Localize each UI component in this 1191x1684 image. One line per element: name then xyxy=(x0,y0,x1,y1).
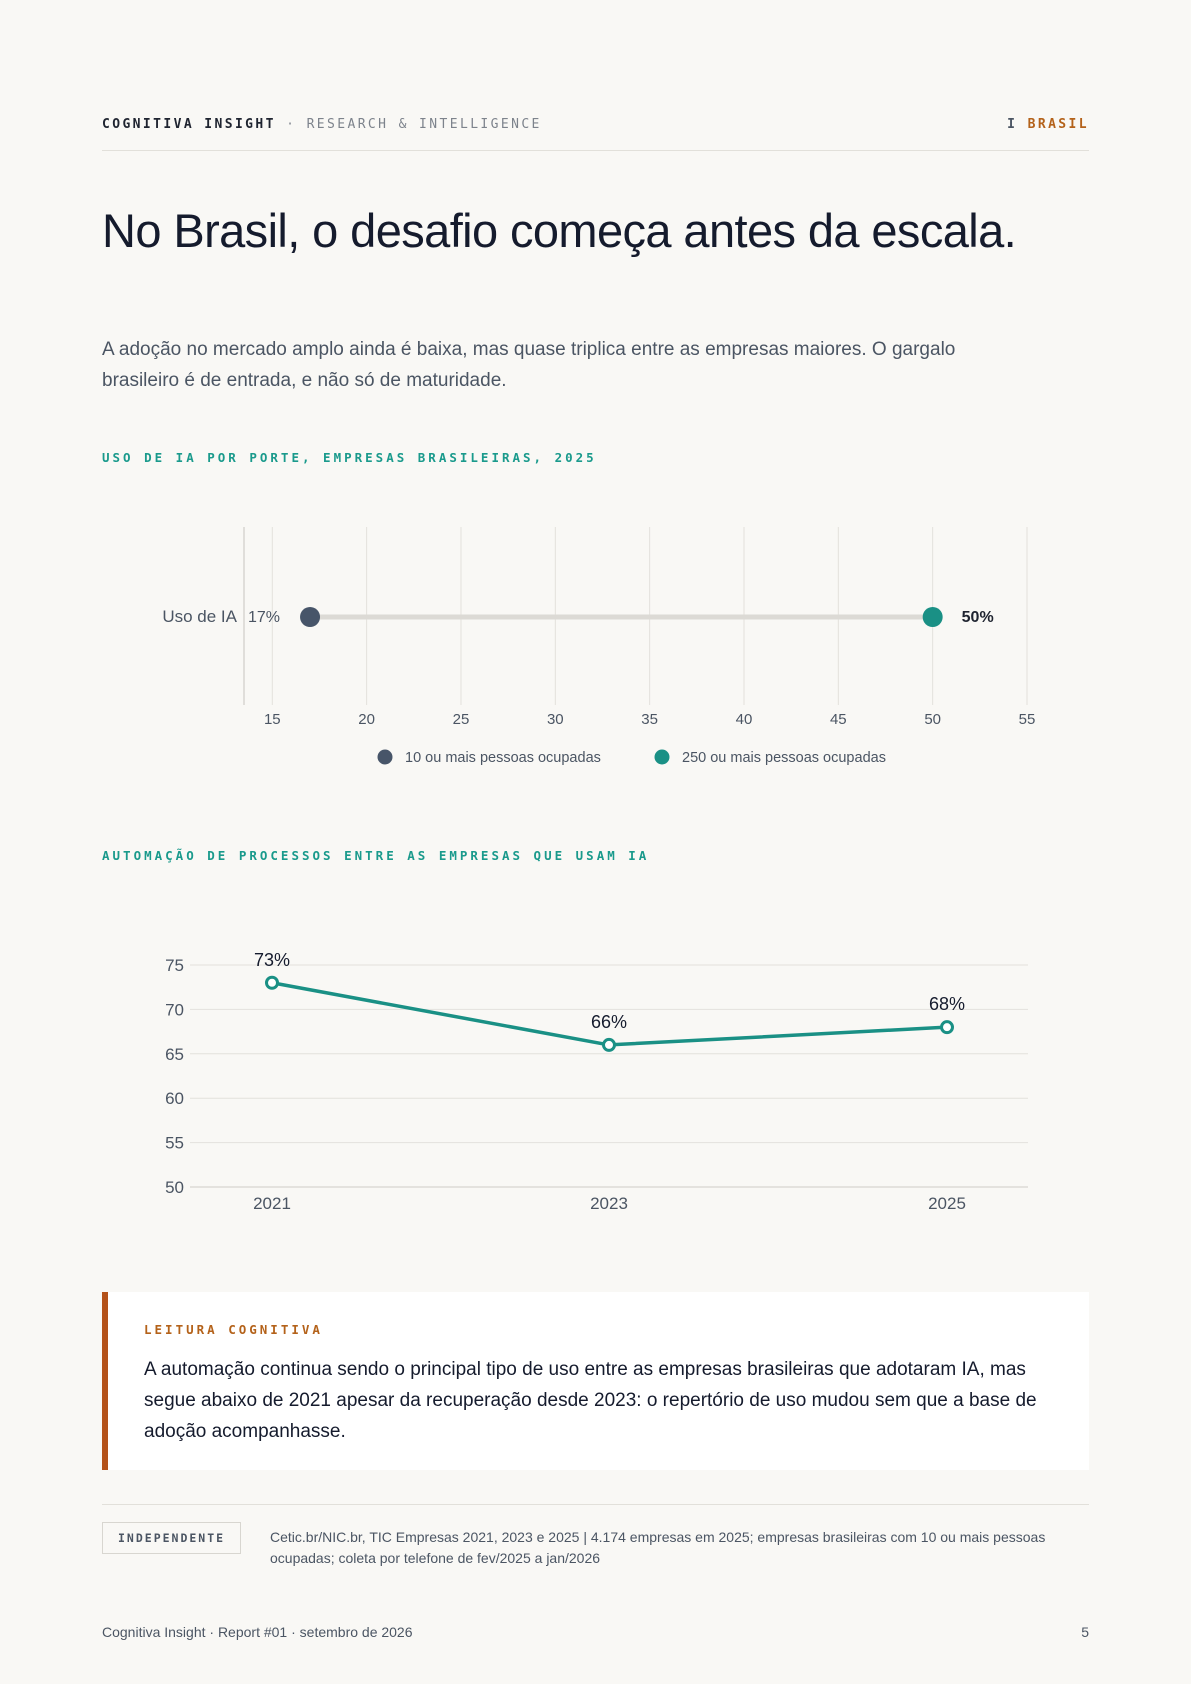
page-number: 5 xyxy=(1081,1624,1089,1640)
line-chart-title: AUTOMAÇÃO DE PROCESSOS ENTRE AS EMPRESAS… xyxy=(102,848,650,863)
callout-label: LEITURA COGNITIVA xyxy=(144,1322,323,1337)
dumbbell-point-10-plus xyxy=(300,607,321,627)
line-x-tick-label: 2023 xyxy=(590,1194,628,1213)
region-prefix: I xyxy=(1007,117,1018,132)
line-x-tick-label: 2025 xyxy=(928,1194,966,1213)
dumbbell-category-label: Uso de IA xyxy=(162,607,237,626)
dumbbell-x-tick-label: 40 xyxy=(736,711,753,728)
dumbbell-x-tick-label: 20 xyxy=(358,711,375,728)
line-y-tick-label: 50 xyxy=(165,1178,184,1197)
top-bar: COGNITIVA INSIGHT · RESEARCH & INTELLIGE… xyxy=(102,115,1089,151)
line-data-label: 66% xyxy=(591,1012,627,1032)
dumbbell-x-ticks: 15 20 25 30 35 40 45 50 55 xyxy=(264,711,1035,728)
line-chart: 75 70 65 60 55 50 2021 2023 2025 73% 66% 68% xyxy=(165,950,1028,1213)
line-y-ticks: 75 70 65 60 55 50 xyxy=(165,956,184,1197)
dumbbell-x-tick-label: 30 xyxy=(547,711,564,728)
line-y-tick-label: 60 xyxy=(165,1089,184,1108)
dumbbell-x-tick-label: 50 xyxy=(924,711,941,728)
line-y-tick-label: 65 xyxy=(165,1045,184,1064)
dumbbell-x-tick-label: 25 xyxy=(453,711,470,728)
brand-name: COGNITIVA INSIGHT xyxy=(102,117,276,132)
dumbbell-value-label: 17% xyxy=(248,609,280,626)
insight-callout: LEITURA COGNITIVA A automação continua s… xyxy=(102,1292,1089,1470)
dumbbell-point-250-plus xyxy=(922,607,943,627)
dumbbell-points: 17% 50% xyxy=(248,607,994,627)
line-data-label: 68% xyxy=(929,994,965,1014)
legend-label: 250 ou mais pessoas ocupadas xyxy=(682,750,886,766)
lead-paragraph: A adoção no mercado amplo ainda é baixa,… xyxy=(102,339,956,391)
dumbbell-legend: 10 ou mais pessoas ocupadas 250 ou mais p… xyxy=(377,749,886,766)
legend-swatch xyxy=(654,749,670,765)
line-y-tick-label: 70 xyxy=(165,1000,184,1019)
line-point xyxy=(602,1037,616,1052)
callout-text: A automação continua sendo o principal t… xyxy=(144,1359,1037,1442)
line-x-tick-label: 2021 xyxy=(253,1194,291,1213)
line-y-tick-label: 55 xyxy=(165,1134,184,1153)
dumbbell-x-tick-label: 45 xyxy=(830,711,847,728)
region-name: BRASIL xyxy=(1027,117,1089,132)
line-points: 73% 66% 68% xyxy=(254,950,965,1052)
brand-subtitle: RESEARCH & INTELLIGENCE xyxy=(306,117,542,132)
dumbbell-x-tick-label: 35 xyxy=(641,711,658,728)
source-badge: INDEPENDENTE xyxy=(102,1522,242,1554)
region-tag: I BRASIL xyxy=(1007,117,1089,132)
line-point xyxy=(265,975,279,990)
legend-label: 10 ou mais pessoas ocupadas xyxy=(405,750,601,766)
line-y-tick-label: 75 xyxy=(165,956,184,975)
brand: COGNITIVA INSIGHT · RESEARCH & INTELLIGE… xyxy=(102,117,542,132)
report-page: COGNITIVA INSIGHT · RESEARCH & INTELLIGE… xyxy=(102,0,1089,1684)
dumbbell-chart-title: USO DE IA POR PORTE, EMPRESAS BRASILEIRA… xyxy=(102,450,597,465)
source-text: Cetic.br/NIC.br, TIC Empresas 2021, 2023… xyxy=(270,1529,1046,1566)
line-x-ticks: 2021 2023 2025 xyxy=(253,1194,966,1213)
legend-swatch xyxy=(377,749,393,765)
source-divider xyxy=(102,1504,1089,1505)
line-point xyxy=(940,1020,954,1035)
dumbbell-value-label: 50% xyxy=(962,609,994,626)
brand-separator: · xyxy=(286,117,297,132)
line-grid xyxy=(190,964,1028,1188)
dumbbell-chart: 15 20 25 30 35 40 45 50 55 Uso de IA 17% 50% 10 o… xyxy=(162,527,1035,766)
line-data-label: 73% xyxy=(254,950,290,970)
page-title: No Brasil, o desafio começa antes da esc… xyxy=(102,204,1017,257)
dumbbell-x-tick-label: 15 xyxy=(264,711,281,728)
dumbbell-x-tick-label: 55 xyxy=(1019,711,1036,728)
footer-report-info: Cognitiva Insight · Report #01 · setembr… xyxy=(102,1624,413,1640)
